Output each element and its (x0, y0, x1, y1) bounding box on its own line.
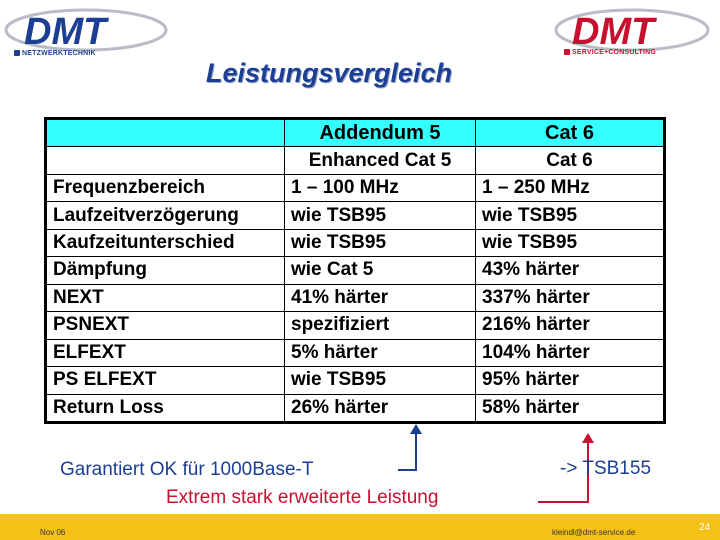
table-cell: 58% härter (475, 393, 664, 423)
comparison-table: Addendum 5 Cat 6 Enhanced Cat 5 Cat 6 Fr… (44, 117, 666, 424)
row-label-cell: PSNEXT (46, 311, 285, 340)
row-label-cell: PS ELFEXT (46, 366, 285, 395)
guaranteed-note: Garantiert OK für 1000Base-T (60, 459, 314, 480)
arrow-to-addendum5-icon (398, 424, 422, 471)
dmt-logo-swoosh-icon: DMT (4, 8, 168, 52)
table-row: Laufzeitverzögerung wie TSB95 wie TSB95 (46, 201, 664, 230)
table-cell: wie TSB95 (284, 201, 476, 230)
dmt-service-consulting-logo: DMT SERVICE+CONSULTING (552, 6, 712, 64)
logo-left-text: DMT (24, 11, 109, 52)
table-cell: wie Cat 5 (284, 256, 476, 285)
table-header-cell: Addendum 5 (284, 118, 476, 148)
logo-right-text: DMT (572, 11, 657, 52)
logo-right-subtitle: SERVICE+CONSULTING (564, 49, 656, 56)
page-title: Leistungsvergleich (206, 58, 453, 88)
table-subheader-cell (46, 146, 285, 175)
table-header-cell: Cat 6 (475, 118, 664, 148)
table-cell: 1 – 250 MHz (475, 173, 664, 203)
row-label-cell: ELFEXT (46, 338, 285, 368)
logo-right-subtitle-text: SERVICE+CONSULTING (572, 49, 657, 56)
dmt-logo-swoosh-icon: DMT (554, 8, 710, 52)
table-cell: 104% härter (475, 338, 664, 368)
row-label-cell: NEXT (46, 283, 285, 313)
row-label-cell: Frequenzbereich (46, 173, 285, 203)
table-row: PSNEXT spezifiziert 216% härter (46, 311, 664, 340)
footer-bar: Nov 06 kleindl@dmt-service.de 24 (0, 514, 720, 540)
page-number: 24 (699, 522, 711, 533)
table-row: Dämpfung wie Cat 5 43% härter (46, 256, 664, 285)
table-cell: 216% härter (475, 311, 664, 340)
logo-left-subtitle: NETZWERKTECHNIK (14, 50, 96, 57)
table-header-row: Addendum 5 Cat 6 (46, 118, 664, 148)
dmt-netzwerktechnik-logo: DMT NETZWERKTECHNIK (2, 6, 170, 64)
table-cell: wie TSB95 (284, 228, 476, 258)
table-row: PS ELFEXT wie TSB95 95% härter (46, 366, 664, 395)
logo-left-subtitle-text: NETZWERKTECHNIK (22, 50, 96, 57)
table-cell: wie TSB95 (284, 366, 476, 395)
table-row: Kaufzeitunterschied wie TSB95 wie TSB95 (46, 228, 664, 258)
table-row: Frequenzbereich 1 – 100 MHz 1 – 250 MHz (46, 173, 664, 203)
table-cell: wie TSB95 (475, 201, 664, 230)
table-cell: wie TSB95 (475, 228, 664, 258)
table-row: Return Loss 26% härter 58% härter (46, 393, 664, 423)
arrow-to-cat6-icon (538, 433, 594, 503)
footer-email: kleindl@dmt-service.de (552, 528, 636, 537)
tsb-note: -> TSB155 (560, 458, 652, 479)
table-cell: 43% härter (475, 256, 664, 285)
table-cell: 95% härter (475, 366, 664, 395)
extended-note: Extrem stark erweiterte Leistung (166, 487, 439, 508)
row-label-cell: Kaufzeitunterschied (46, 228, 285, 258)
table-cell: 1 – 100 MHz (284, 173, 476, 203)
table-cell: 26% härter (284, 393, 476, 423)
footer-date: Nov 06 (40, 528, 66, 537)
table-subheader-cell: Cat 6 (475, 146, 664, 175)
row-label-cell: Return Loss (46, 393, 285, 423)
